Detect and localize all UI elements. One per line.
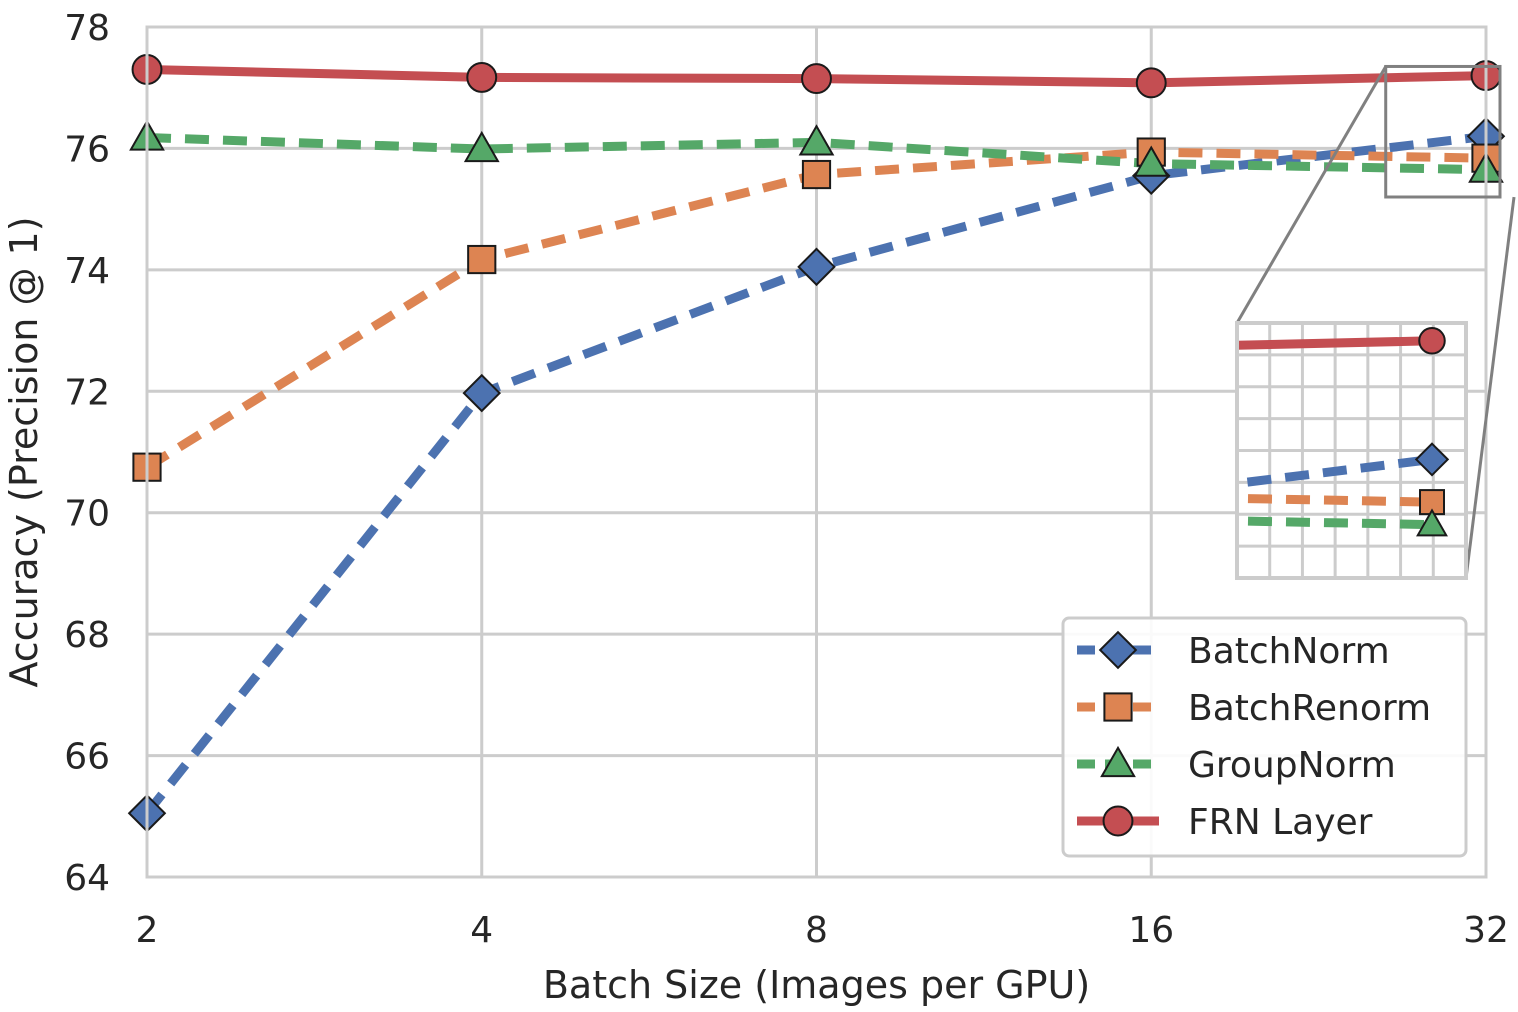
x-tick-label: 16 — [1128, 910, 1174, 951]
zoom-inset — [1235, 321, 1468, 580]
batchnorm-point-4 — [462, 373, 502, 413]
legend-box — [1061, 616, 1468, 858]
y-tick-label: 70 — [64, 494, 110, 535]
zoom-connector-line — [1235, 65, 1388, 324]
batchrenorm-inset-line — [1237, 493, 1433, 507]
x-tick-label: 32 — [1463, 910, 1509, 951]
legend-item-groupnorm: GroupNorm — [1077, 745, 1396, 786]
zoom-region-box — [1384, 64, 1502, 199]
x-axis-title: Batch Size (Images per GPU) — [543, 963, 1090, 1007]
x-tick-label: 4 — [470, 910, 493, 951]
batchnorm-point-8 — [797, 247, 836, 287]
batchrenorm-point-8 — [801, 159, 832, 190]
frn-layer-inset-point — [1418, 327, 1446, 355]
legend-marker — [1098, 630, 1138, 670]
y-tick-label: 78 — [64, 8, 110, 49]
x-tick-labels: 2 4 8 16 32 — [136, 910, 1509, 951]
inset-connectors — [1235, 64, 1516, 579]
legend-marker — [1102, 805, 1134, 837]
groupnorm-point-8 — [798, 124, 835, 156]
frn-layer-inset-line — [1237, 336, 1433, 350]
x-tick-label: 8 — [805, 910, 828, 951]
groupnorm-point-16 — [1133, 145, 1170, 177]
groupnorm-inset-point — [1416, 508, 1448, 537]
legend-item-batchrenorm: BatchRenorm — [1077, 688, 1431, 729]
y-axis-title: Accuracy (Precision @ 1) — [2, 216, 46, 687]
y-tick-label: 74 — [64, 251, 110, 292]
batchnorm-inset-point — [1414, 442, 1450, 477]
x-tick-label: 2 — [136, 910, 159, 951]
frn-layer-point-4 — [466, 61, 498, 93]
batchnorm-inset-line — [1237, 454, 1433, 488]
y-tick-label: 72 — [64, 372, 110, 413]
y-tick-labels: 64 66 68 70 72 74 76 78 — [64, 8, 110, 899]
legend-marker — [1100, 745, 1136, 778]
legend-item-frn-layer: FRN Layer — [1077, 802, 1373, 843]
frn-layer-point-16 — [1135, 67, 1167, 99]
inset-frame — [1235, 321, 1468, 580]
inset-series — [1237, 336, 1433, 530]
batchrenorm-inset-point — [1419, 489, 1445, 516]
legend-marker — [1103, 692, 1133, 722]
legend-label: FRN Layer — [1188, 802, 1373, 843]
legend: BatchNorm BatchRenorm GroupNorm FRN Layer — [1061, 616, 1468, 858]
groupnorm-inset-line — [1237, 516, 1433, 530]
y-tick-label: 66 — [64, 737, 110, 778]
zoom-connector-line — [1464, 196, 1516, 579]
y-tick-label: 76 — [64, 129, 110, 170]
legend-label: GroupNorm — [1188, 745, 1396, 786]
frn-layer-point-8 — [801, 63, 832, 95]
legend-item-batchnorm: BatchNorm — [1077, 630, 1390, 672]
plot-frame — [145, 25, 1488, 879]
legend-label: BatchNorm — [1188, 631, 1390, 672]
y-tick-label: 68 — [64, 615, 110, 656]
batchrenorm-point-4 — [467, 244, 497, 275]
groupnorm-point-4 — [463, 130, 500, 163]
legend-label: BatchRenorm — [1188, 688, 1431, 729]
y-tick-label: 64 — [64, 858, 110, 899]
